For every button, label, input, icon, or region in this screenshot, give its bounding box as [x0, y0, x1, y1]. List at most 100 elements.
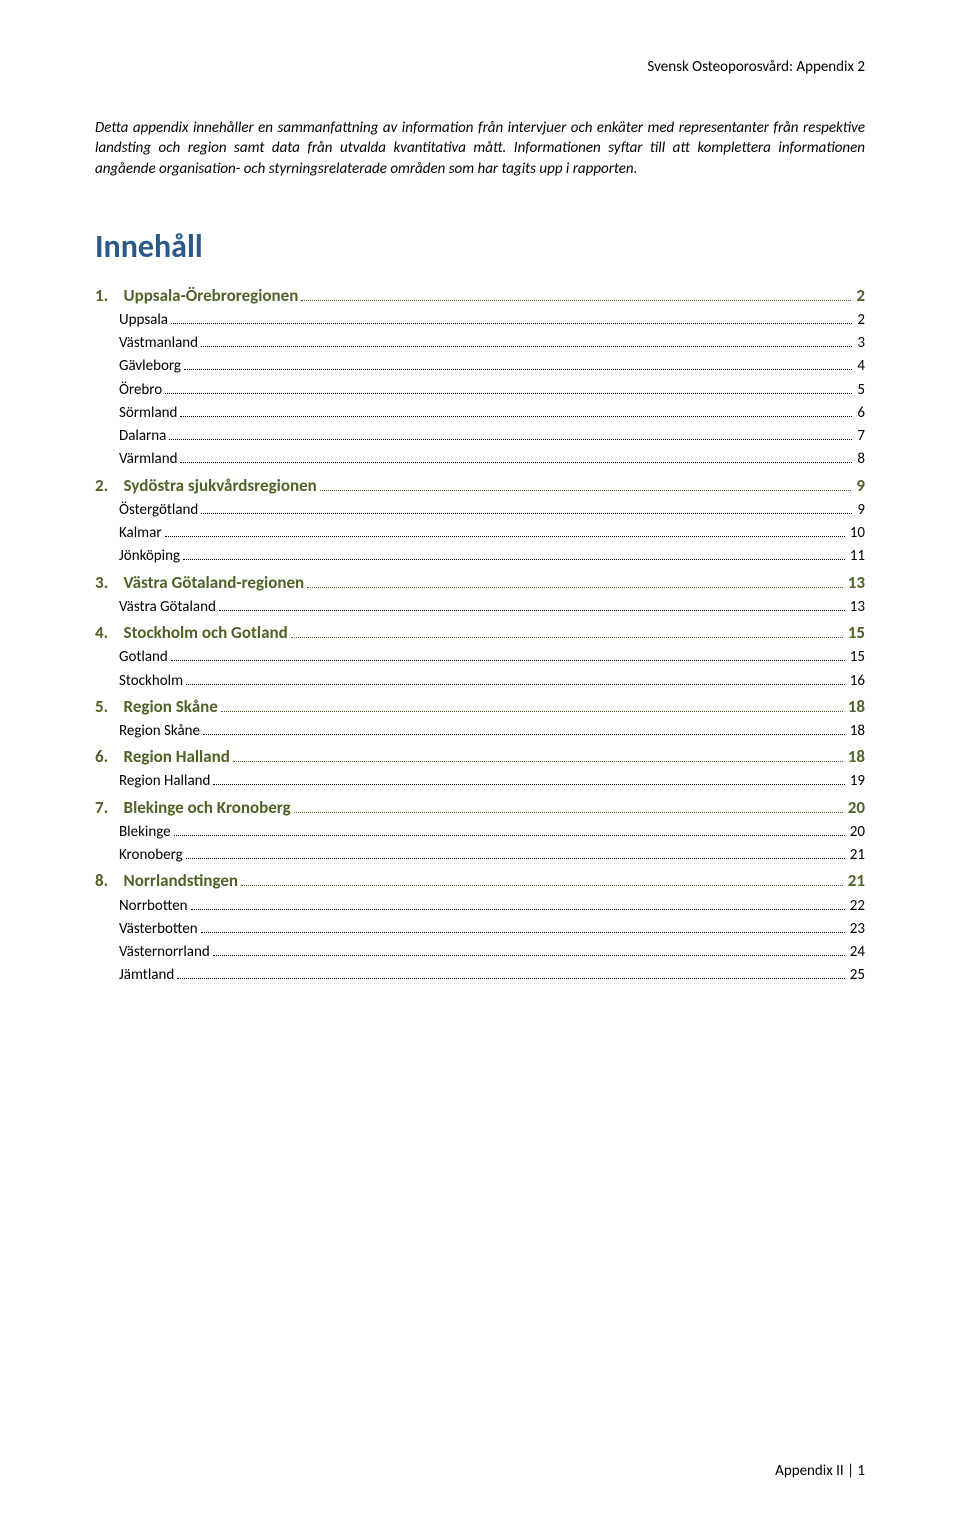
toc-subsection-label: Region Skåne [119, 720, 200, 743]
toc-leader-dots [241, 874, 843, 887]
toc-section[interactable]: 1. Uppsala-Örebroregionen 2 [95, 282, 865, 309]
toc-leader-dots [171, 313, 852, 324]
toc-title: Innehåll [95, 227, 865, 266]
toc-subsection[interactable]: Jönköping 11 [95, 545, 865, 568]
toc-leader-dots [213, 945, 845, 956]
toc-subsection-label: Västra Götaland [119, 596, 216, 619]
toc-subsection-page: 6 [855, 402, 865, 425]
toc-subsection[interactable]: Örebro 5 [95, 379, 865, 402]
toc-subsection[interactable]: Kalmar10 [95, 522, 865, 545]
toc-section[interactable]: 5. Region Skåne 18 [95, 693, 865, 720]
toc-subsection-page: 16 [848, 670, 865, 693]
page: Svensk Osteoporosvård: Appendix 2 Detta … [0, 0, 960, 1540]
toc-subsection-page: 21 [848, 844, 865, 867]
toc-section-number: 6. [95, 743, 108, 770]
toc-leader-dots [307, 575, 843, 588]
toc-subsection[interactable]: Sörmland 6 [95, 402, 865, 425]
toc-subsection[interactable]: Jämtland25 [95, 964, 865, 987]
toc-leader-dots [221, 699, 843, 712]
toc-subsection-page: 8 [855, 448, 865, 471]
toc-subsection[interactable]: Region Halland19 [95, 770, 865, 793]
toc-subsection-label: Gotland [119, 646, 168, 669]
toc-subsection[interactable]: Östergötland9 [95, 499, 865, 522]
toc-leader-dots [213, 774, 844, 785]
toc-subsection[interactable]: Blekinge20 [95, 821, 865, 844]
toc-leader-dots [186, 848, 845, 859]
toc-subsection-label: Värmland [119, 448, 177, 471]
toc-subsection-page: 22 [848, 895, 865, 918]
toc-section-label: Region Skåne [124, 693, 218, 720]
page-header-right: Svensk Osteoporosvård: Appendix 2 [647, 58, 865, 76]
toc-section-page: 18 [846, 743, 865, 770]
toc-section[interactable]: 7. Blekinge och Kronoberg 20 [95, 794, 865, 821]
toc-section-label: Uppsala-Örebroregionen [124, 282, 299, 309]
toc-subsection-label: Norrbotten [119, 895, 188, 918]
toc-leader-dots [219, 600, 845, 611]
toc-subsection[interactable]: Norrbotten 22 [95, 895, 865, 918]
toc-section-page: 13 [846, 569, 865, 596]
toc-section[interactable]: 2. Sydöstra sjukvårdsregionen 9 [95, 472, 865, 499]
toc-subsection[interactable]: Värmland 8 [95, 448, 865, 471]
toc-leader-dots [201, 922, 845, 933]
toc-subsection-label: Blekinge [119, 821, 171, 844]
toc-section-page: 21 [846, 867, 865, 894]
toc-subsection[interactable]: Stockholm 16 [95, 670, 865, 693]
toc-subsection[interactable]: Västerbotten23 [95, 918, 865, 941]
toc-leader-dots [184, 359, 852, 370]
toc-leader-dots [201, 503, 852, 514]
toc-subsection[interactable]: Gävleborg 4 [95, 355, 865, 378]
toc-subsection-page: 10 [848, 522, 865, 545]
toc-section-page: 15 [846, 619, 865, 646]
toc-leader-dots [165, 526, 845, 537]
toc-subsection-page: 23 [848, 918, 865, 941]
toc-subsection[interactable]: Gotland15 [95, 646, 865, 669]
toc-leader-dots [171, 650, 845, 661]
toc-subsection-label: Stockholm [119, 670, 183, 693]
toc-leader-dots [201, 336, 852, 347]
toc-leader-dots [291, 625, 843, 638]
toc-section-label: Stockholm och Gotland [124, 619, 288, 646]
toc-subsection[interactable]: Västmanland3 [95, 332, 865, 355]
toc-subsection-page: 7 [855, 425, 865, 448]
toc-subsection-page: 18 [848, 720, 865, 743]
toc-subsection-page: 24 [848, 941, 865, 964]
toc-subsection[interactable]: Västernorrland24 [95, 941, 865, 964]
toc-section[interactable]: 6. Region Halland 18 [95, 743, 865, 770]
toc-subsection-label: Sörmland [119, 402, 177, 425]
toc-section-label: Västra Götaland-regionen [124, 569, 305, 596]
toc-leader-dots [165, 382, 852, 393]
toc-subsection-label: Uppsala [119, 309, 168, 332]
toc-section-number: 2. [95, 472, 108, 499]
toc-subsection[interactable]: Kronoberg 21 [95, 844, 865, 867]
toc-section[interactable]: 8. Norrlandstingen 21 [95, 867, 865, 894]
toc-subsection-label: Västmanland [119, 332, 198, 355]
toc-subsection[interactable]: Västra Götaland13 [95, 596, 865, 619]
toc-subsection-page: 25 [848, 964, 865, 987]
toc-section[interactable]: 3. Västra Götaland-regionen 13 [95, 569, 865, 596]
toc-subsection-page: 2 [855, 309, 865, 332]
toc-section-number: 4. [95, 619, 108, 646]
toc-subsection-label: Östergötland [119, 499, 198, 522]
toc-subsection-label: Örebro [119, 379, 162, 402]
toc-subsection-page: 4 [855, 355, 865, 378]
toc-section-number: 8. [95, 867, 108, 894]
toc-leader-dots [186, 673, 845, 684]
toc-subsection-label: Dalarna [119, 425, 166, 448]
toc-subsection[interactable]: Region Skåne 18 [95, 720, 865, 743]
toc-section-label: Norrlandstingen [124, 867, 238, 894]
toc-subsection-label: Jönköping [119, 545, 180, 568]
toc-leader-dots [233, 749, 843, 762]
toc-subsection-page: 5 [855, 379, 865, 402]
toc-section-page: 18 [846, 693, 865, 720]
toc-subsection[interactable]: Dalarna 7 [95, 425, 865, 448]
toc-leader-dots [294, 800, 843, 813]
toc-subsection[interactable]: Uppsala 2 [95, 309, 865, 332]
toc-subsection-label: Gävleborg [119, 355, 181, 378]
toc-subsection-page: 11 [848, 545, 865, 568]
toc-section[interactable]: 4. Stockholm och Gotland 15 [95, 619, 865, 646]
toc-section-page: 2 [854, 282, 865, 309]
toc-section-page: 20 [846, 794, 865, 821]
toc-leader-dots [180, 452, 852, 463]
toc-subsection-label: Kronoberg [119, 844, 183, 867]
toc-leader-dots [191, 898, 845, 909]
